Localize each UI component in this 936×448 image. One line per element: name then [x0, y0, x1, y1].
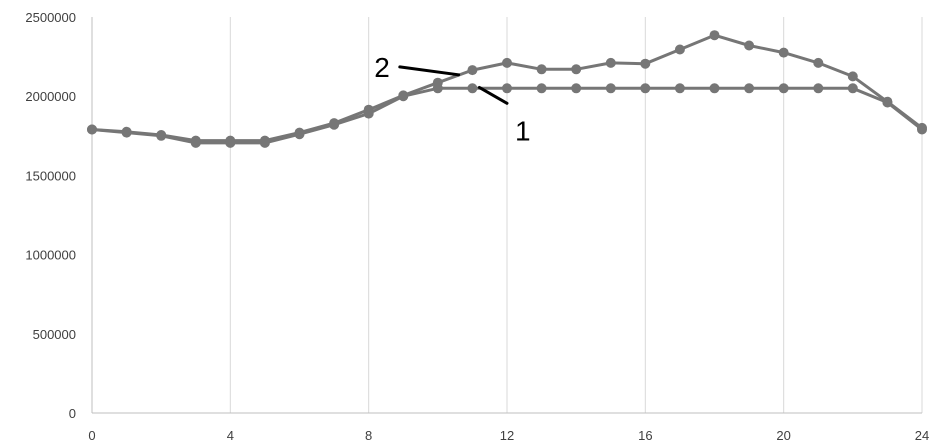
series-1-marker [156, 130, 167, 141]
grid-lines [229, 17, 923, 413]
callout-line-2 [398, 65, 461, 77]
series-2-marker [467, 65, 478, 76]
x-tick-label: 20 [776, 428, 790, 443]
callout-line-1 [477, 85, 509, 105]
annotations: 21 [374, 52, 530, 146]
series-1-marker [502, 83, 512, 94]
y-tick-label: 2500000 [25, 10, 76, 25]
x-tick-label: 0 [88, 428, 95, 443]
y-tick-label: 1500000 [25, 168, 76, 183]
series-1-marker [398, 91, 409, 102]
series-1-marker [674, 83, 685, 94]
callout-label-2: 2 [374, 52, 390, 83]
series-1-marker [329, 119, 340, 130]
y-tick-label: 2000000 [25, 89, 76, 104]
series-2-marker [674, 44, 685, 55]
series-2-marker [502, 57, 512, 68]
series-2-marker [605, 57, 616, 68]
series-1-marker [847, 83, 858, 94]
series-2-marker [778, 47, 789, 58]
y-tick-label: 500000 [33, 327, 76, 342]
series-1-marker [259, 137, 270, 148]
series-1-marker [605, 83, 616, 94]
series-1-marker [225, 137, 236, 148]
x-tick-label: 8 [365, 428, 372, 443]
series-1-marker [813, 83, 824, 94]
series-2-marker [640, 58, 651, 69]
series-1-marker [87, 124, 97, 135]
x-tick-label: 12 [500, 428, 514, 443]
series-1-marker [917, 124, 927, 135]
x-tick-label: 4 [227, 428, 234, 443]
series-1-marker [778, 83, 789, 94]
y-tick-label: 0 [69, 406, 76, 421]
series-1-marker [432, 83, 443, 94]
series-2-marker [813, 57, 824, 68]
series-lines [87, 30, 927, 148]
series-1-marker [536, 83, 547, 94]
series-2-marker [744, 40, 755, 51]
series-1-marker [882, 97, 893, 108]
series-1-marker [571, 83, 582, 94]
series-1-marker [467, 83, 478, 94]
series-2-marker [847, 71, 858, 82]
series-1-marker [294, 129, 305, 140]
series-2-marker [571, 64, 582, 75]
series-1-marker [363, 108, 374, 119]
series-1-marker [190, 137, 201, 148]
x-tick-label: 24 [915, 428, 929, 443]
series-1-marker [709, 83, 720, 94]
series-2-marker [536, 64, 547, 75]
x-tick-label: 16 [638, 428, 652, 443]
tick-labels: 0 4 8 12 16 20 2405000001000000150000020000002… [25, 10, 929, 443]
series-2-marker [709, 30, 720, 41]
series-1-marker [640, 83, 651, 94]
axes [91, 17, 922, 414]
y-tick-label: 1000000 [25, 248, 76, 263]
series-1-marker [744, 83, 755, 94]
callout-label-1: 1 [515, 115, 531, 146]
series-1-marker [121, 127, 132, 138]
